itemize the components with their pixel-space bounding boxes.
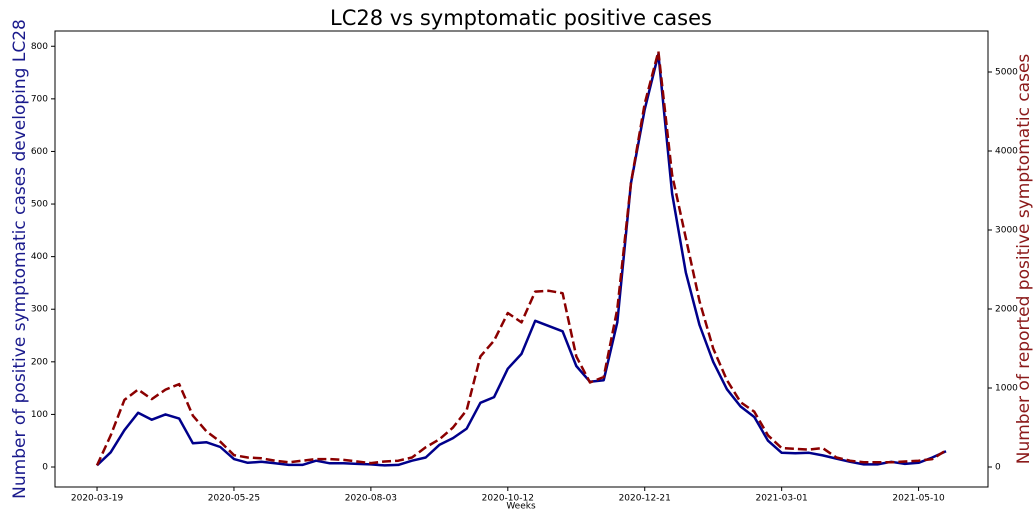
y2-tick-label: 5000: [995, 68, 1018, 78]
y2-tick-label: 0: [995, 463, 1001, 473]
y-tick-label: 700: [31, 94, 48, 104]
x-tick-label: 2021-05-10: [892, 494, 945, 504]
x-tick-label: 2020-08-03: [345, 494, 397, 504]
y2-tick-label: 2000: [995, 305, 1018, 315]
y-tick-label: 200: [31, 357, 48, 367]
series-line: [95, 50, 947, 466]
x-tick-label: 2020-05-25: [208, 494, 260, 504]
y-tick-label: 800: [31, 42, 48, 52]
x-axis-label: Weeks: [506, 502, 536, 510]
y2-tick-label: 3000: [995, 226, 1018, 236]
x-tick-label: 2021-03-01: [755, 494, 807, 504]
x-tick-label: 2020-10-12: [482, 494, 534, 504]
chart-title: LC28 vs symptomatic positive cases: [330, 6, 712, 30]
y-tick-label: 500: [31, 200, 48, 210]
y-tick-label: 100: [31, 410, 48, 420]
y2-tick-label: 1000: [995, 384, 1018, 394]
x-tick-label: 2020-12-21: [619, 494, 671, 504]
y-tick-label: 300: [31, 305, 48, 315]
series-line: [96, 52, 947, 467]
y-tick-label: 400: [31, 252, 48, 262]
x-tick-label: 2020-03-19: [71, 494, 124, 504]
y-tick-label: 0: [42, 463, 48, 473]
y-axis-label: Number of positive symptomatic cases dev…: [10, 19, 30, 499]
y2-axis-label: Number of reported positive symptomatic …: [1014, 54, 1034, 465]
y2-tick-label: 4000: [995, 147, 1018, 157]
y-tick-label: 600: [31, 147, 48, 157]
plot-frame: [54, 30, 989, 488]
